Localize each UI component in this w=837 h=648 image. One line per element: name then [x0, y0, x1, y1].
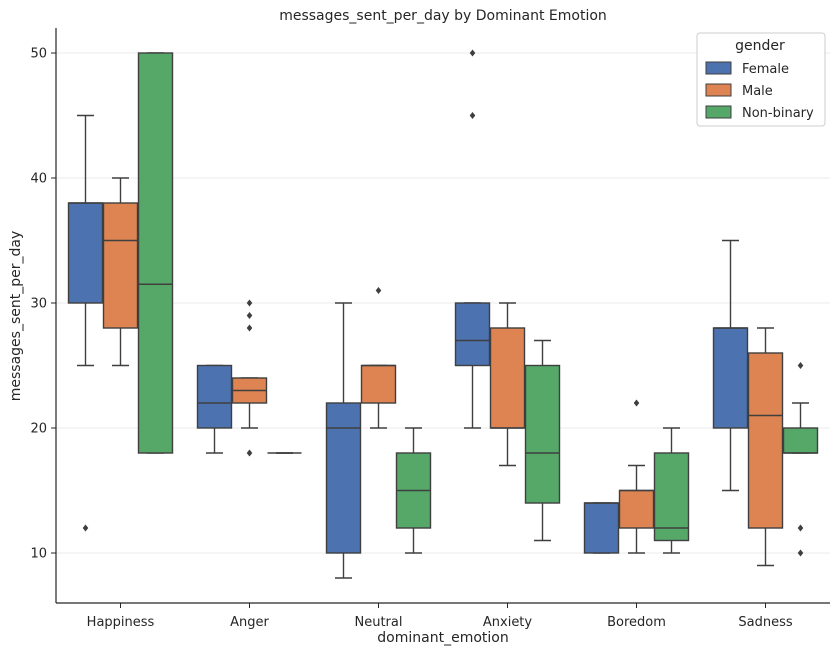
box-iqr: [325, 402, 362, 554]
outlier-point: [82, 524, 89, 532]
legend-label: Non-binary: [742, 106, 814, 121]
box-iqr: [747, 352, 784, 529]
box-male-neutral: [360, 287, 397, 429]
x-tick-label: Neutral: [355, 615, 403, 630]
box-iqr: [583, 502, 620, 554]
legend-swatch: [705, 83, 732, 97]
x-axis-label: dominant_emotion: [377, 630, 508, 646]
y-tick-label: 30: [30, 297, 47, 312]
box-female-happiness: [67, 114, 104, 532]
box-iqr: [137, 52, 174, 454]
outlier-point: [375, 287, 382, 294]
box-non-binary-neutral: [395, 427, 432, 554]
legend: gender Female Male Non-binary: [696, 32, 826, 127]
axes: [55, 28, 830, 604]
y-tick-label: 10: [30, 547, 47, 562]
box-female-sadness: [712, 239, 749, 492]
box-female-boredom: [583, 502, 620, 554]
legend-title: gender: [735, 38, 785, 54]
x-ticks: Happiness Anger Neutral Anxiety Boredom Sadne…: [87, 603, 793, 630]
box-non-binary-happiness: [137, 52, 174, 454]
y-tick-label: 20: [30, 422, 47, 437]
legend-frame: [696, 32, 826, 127]
box-iqr: [524, 364, 561, 504]
box-iqr: [454, 302, 491, 367]
boxes-layer: [67, 49, 819, 579]
box-male-anger: [231, 299, 268, 457]
gridlines: [56, 52, 830, 554]
box-non-binary-sadness: [782, 362, 819, 557]
y-axis-label: messages_sent_per_day: [8, 231, 24, 402]
box-female-anxiety: [454, 49, 491, 429]
box-non-binary-anxiety: [524, 339, 561, 542]
box-iqr: [782, 427, 819, 454]
box-male-anxiety: [489, 302, 526, 467]
legend-label: Female: [742, 62, 789, 77]
outlier-point: [246, 449, 253, 457]
outlier-point: [633, 399, 640, 407]
outlier-point: [246, 299, 253, 307]
box-iqr: [712, 327, 749, 429]
outlier-point: [469, 112, 476, 119]
box-iqr: [196, 364, 233, 429]
box-non-binary-boredom: [653, 427, 690, 554]
outlier-point: [797, 524, 804, 532]
box-male-boredom: [618, 399, 655, 554]
chart-title: messages_sent_per_day by Dominant Emotio…: [279, 8, 607, 24]
box-iqr: [489, 327, 526, 429]
legend-items: Female Male Non-binary: [705, 61, 814, 121]
box-male-sadness: [747, 327, 784, 567]
box-iqr: [67, 202, 104, 304]
box-female-anger: [196, 364, 233, 454]
y-tick-label: 50: [30, 47, 47, 62]
x-tick-label: Anger: [230, 615, 269, 630]
x-tick-label: Boredom: [607, 615, 666, 630]
x-tick-label: Sadness: [738, 615, 792, 630]
y-ticks: 10 20 30 40 50: [30, 47, 56, 562]
outlier-point: [246, 324, 253, 332]
box-iqr: [618, 489, 655, 529]
outlier-point: [797, 362, 804, 369]
legend-swatch: [705, 61, 732, 75]
legend-swatch: [705, 105, 732, 119]
legend-label: Male: [742, 84, 773, 99]
box-iqr: [102, 202, 139, 329]
box-male-happiness: [102, 177, 139, 367]
box-iqr: [360, 364, 397, 404]
box-female-neutral: [325, 302, 362, 579]
y-tick-label: 40: [30, 172, 47, 187]
box-iqr: [653, 452, 690, 542]
x-tick-label: Happiness: [87, 615, 155, 630]
x-tick-label: Anxiety: [483, 615, 533, 630]
outlier-point: [797, 549, 804, 557]
outlier-point: [246, 312, 253, 319]
outlier-point: [469, 49, 476, 57]
